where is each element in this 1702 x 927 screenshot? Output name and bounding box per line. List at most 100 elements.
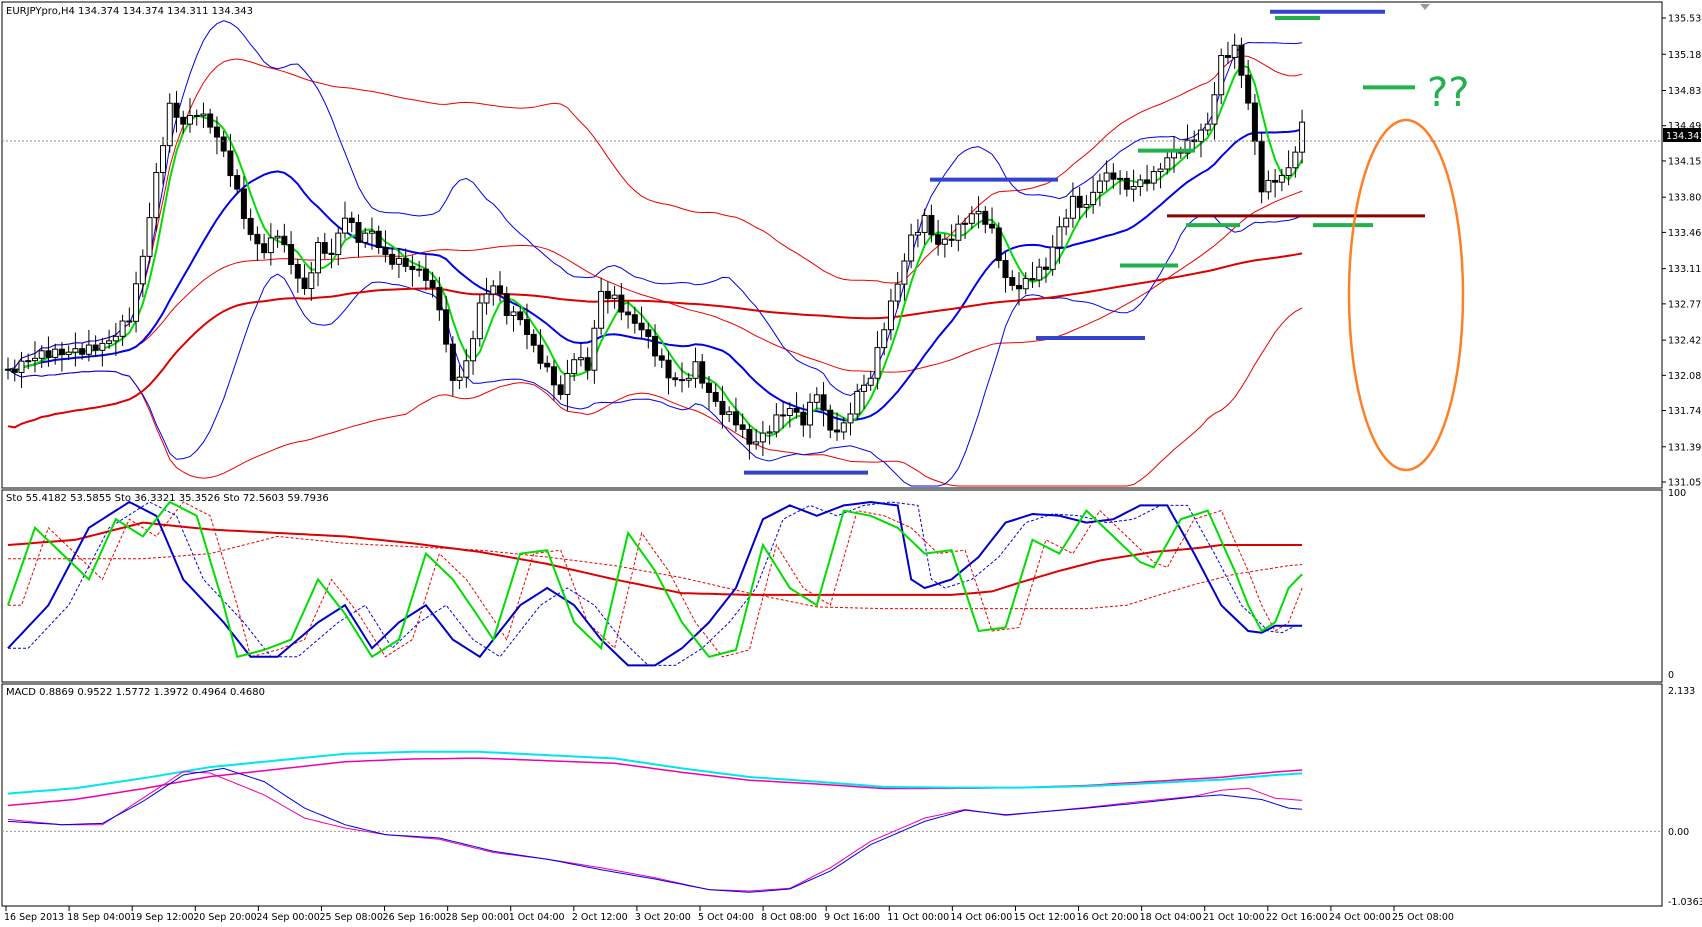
candle [166,93,173,153]
stoch-tick-label: 0 [1668,670,1674,681]
macd-short-main [7,767,1303,893]
candle-body [1251,102,1258,142]
candle [308,261,315,301]
candle-body [1022,278,1029,290]
macd-pane[interactable] [1,683,1663,907]
candle [180,110,187,134]
candle [328,238,335,269]
candle-body [456,376,463,381]
stoch-slow-main [7,500,1303,667]
candle-body [1117,177,1124,180]
candle [1150,166,1157,191]
candle-body [166,102,173,147]
price-tick-label: 134.490 [1668,121,1702,132]
candle-body [611,294,618,299]
candle [409,255,416,287]
candle-body [362,232,369,243]
candle [941,233,948,258]
price-series-layer [2,9,1662,487]
candle-body [1150,171,1157,184]
candle [11,359,18,382]
candle [598,277,605,335]
candle-body [213,126,220,138]
candle [207,108,214,134]
time-tick-label: 11 Oct 00:00 [887,912,949,923]
candle [490,280,497,306]
candle-body [955,223,962,241]
time-tick-label: 14 Oct 06:00 [950,912,1012,923]
candle [1231,33,1238,69]
candle-body [1002,260,1009,279]
stoch-fast-main [7,500,1303,659]
candle-body [625,311,632,316]
candle-body [463,360,470,378]
candle [1211,82,1218,140]
candle [503,286,510,325]
candle [510,305,517,332]
candle [523,303,530,350]
candle [726,406,733,423]
candle [5,357,11,380]
candle [1056,216,1063,264]
scroll-marker-icon[interactable] [1420,4,1430,10]
candle [1144,164,1151,192]
candle [240,176,247,230]
candle [335,227,342,266]
candle [375,225,382,255]
candle-body [240,188,247,219]
candle [1042,257,1049,283]
candle [368,217,375,250]
candle-body [1224,55,1231,58]
candle [85,329,92,362]
candle-body [1157,168,1164,173]
candle-body [901,260,908,285]
red-bollinger-band-upper [7,55,1303,370]
candle-body [591,327,598,371]
candle [106,329,113,349]
candle [1292,146,1299,178]
stoch-tick-label: 100 [1668,488,1686,499]
candle [463,349,470,388]
candle [45,336,52,367]
price-pane[interactable] [1,1,1663,489]
candle [1299,109,1306,164]
candle [1069,182,1076,228]
candle-body [1110,172,1117,180]
candle-body [1130,186,1137,190]
candle [1036,258,1043,288]
candle-body [1218,55,1225,96]
candle-body [119,320,126,337]
candle-body [523,319,530,335]
candle [807,393,814,439]
candle-body [645,329,652,337]
candle [537,329,544,370]
candle-body [968,213,975,224]
candle-body [1184,139,1191,154]
candle [72,332,79,367]
candle-body [726,411,733,415]
candle-body [247,217,254,235]
candle [1157,163,1164,189]
candle-body [1103,172,1110,182]
candle-body [133,283,140,322]
candle [1083,195,1090,218]
candle [288,231,295,275]
candle [584,347,591,380]
candle-body [941,238,948,245]
candle [213,116,220,155]
candle [315,236,322,287]
time-tick-label: 16 Sep 2013 [4,912,64,923]
candle-body [692,361,699,379]
candle [1110,163,1117,189]
ma200-line [7,252,1303,429]
time-tick-label: 9 Oct 16:00 [824,912,880,923]
time-tick-label: 20 Sep 20:00 [193,912,256,923]
candle [1164,150,1171,175]
candle [705,375,712,410]
candle-body [746,428,753,445]
time-tick-label: 19 Sep 12:00 [130,912,193,923]
candle [58,342,65,372]
candle [294,258,301,293]
candle-body [1076,195,1083,208]
